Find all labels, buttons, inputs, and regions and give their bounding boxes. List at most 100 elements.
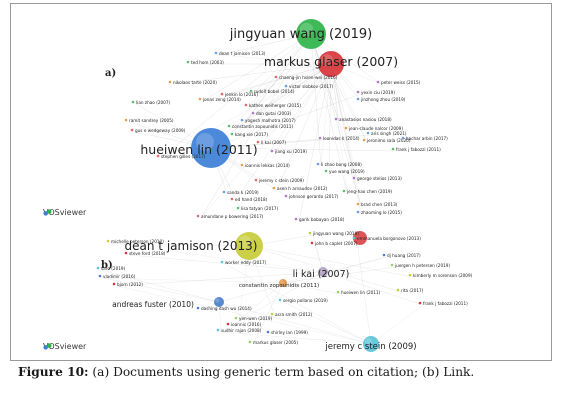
node-label-small: jonas zeng (2014)	[202, 97, 241, 102]
network-node[interactable]: constantin zopounidis (2011)	[239, 279, 319, 289]
network-node[interactable]: lian zhao (2007)	[131, 100, 171, 105]
network-node[interactable]: chaeng-jin hsien-wei (2016)	[274, 75, 338, 80]
network-node[interactable]: zhaoming lo (2015)	[356, 210, 403, 215]
node-label-small: yogesh malhotra (2017)	[245, 118, 296, 123]
network-node[interactable]: michelle peterson (2010)	[106, 239, 165, 244]
node-dot	[390, 263, 394, 267]
network-edge	[218, 301, 222, 333]
network-node[interactable]: asen h arnaudov (2012)	[272, 186, 328, 191]
network-node[interactable]: jiang xu (2019)	[270, 149, 308, 154]
network-node[interactable]: lisa tatyan (2017)	[236, 206, 279, 211]
network-node[interactable]: yue wang (2019)	[324, 169, 365, 174]
network-node[interactable]: steve ford (2018)	[124, 251, 166, 256]
vosviewer-text: VOSviewer	[43, 208, 87, 217]
network-node[interactable]: jeronimo sala (2020)	[362, 138, 411, 143]
network-node[interactable]: nikolaos tarte (2020)	[168, 80, 218, 85]
network-node[interactable]: kimberly m sorenson (2009)	[408, 273, 473, 278]
node-label-large: constantin zopounidis (2011)	[239, 283, 319, 289]
network-node[interactable]: li kai (2007)	[293, 267, 350, 280]
network-node[interactable]: brad chen (2013)	[356, 202, 398, 207]
network-node[interactable]: worker eddy (2017)	[220, 260, 267, 265]
network-node[interactable]: stephen gilles (2017)	[156, 154, 206, 159]
network-node[interactable]: jeremy c stein (2009)	[254, 178, 305, 183]
network-node[interactable]: dan gutai (2003)	[251, 111, 292, 116]
network-node[interactable]: gus e wedgeway (2009)	[130, 128, 186, 133]
node-dot	[382, 253, 386, 257]
network-node[interactable]: li zhao bong (2008)	[316, 162, 362, 167]
network-node[interactable]: hueiwen lin (2011)	[140, 128, 258, 168]
node-label-small: dashing dash wu (2014)	[201, 306, 252, 311]
network-node[interactable]: constantin zopounidis (2011)	[227, 124, 294, 129]
network-node[interactable]: jinzhong zhou (2019)	[356, 97, 406, 102]
network-node[interactable]: frank j fabozzi (2011)	[391, 147, 441, 152]
network-node[interactable]: bjorn (2012)	[112, 282, 144, 287]
network-node[interactable]: ed hand (2018)	[230, 197, 268, 202]
network-node[interactable]: rita (2017)	[396, 288, 424, 293]
network-node[interactable]: markus glaser (2007)	[264, 51, 398, 77]
network-node[interactable]: andreas fuster (2010)	[112, 297, 224, 309]
network-edge	[244, 63, 332, 123]
network-node[interactable]: johnson gerardo (2017)	[284, 194, 339, 199]
network-node[interactable]: amundane p bowering (2017)	[196, 214, 264, 219]
network-node[interactable]: ramit sandrey (2005)	[124, 118, 174, 123]
network-edge	[160, 33, 312, 159]
network-node[interactable]: ioannis (2016)	[226, 322, 262, 327]
network-node[interactable]: sergio pollano (2019)	[278, 298, 328, 303]
network-node[interactable]: kathen weiherger (2015)	[244, 103, 302, 108]
node-label-small: yue wang (2019)	[329, 169, 365, 174]
network-node[interactable]: dean t jamison (2013)	[125, 232, 263, 260]
network-node[interactable]: rudolf bobel (2014)	[249, 89, 295, 94]
network-node[interactable]: kang xie (2017)	[230, 132, 269, 137]
node-label-small: asra smith (2012)	[275, 312, 313, 317]
network-node[interactable]: yen-wen (2019)	[234, 316, 273, 321]
network-node[interactable]: hueiwen lin (2011)	[336, 290, 381, 295]
network-node[interactable]: peter weiss (2015)	[376, 80, 421, 85]
network-node[interactable]: bachar arbin (2017)	[401, 136, 448, 141]
network-node[interactable]: john b caplet (2007)	[310, 241, 358, 246]
network-node[interactable]: sanda k (2019)	[222, 190, 259, 195]
network-node[interactable]: li kai (2007)	[256, 140, 287, 145]
network-node[interactable]: jenkin lo (2016)	[220, 92, 259, 97]
node-dot	[251, 111, 255, 115]
network-node[interactable]: frank j fabozzi (2011)	[418, 301, 468, 306]
node-label-small: stephen gilles (2017)	[161, 154, 206, 159]
network-node[interactable]: ioannis lekkas (2014)	[240, 163, 290, 168]
network-node[interactable]: asra smith (2012)	[270, 312, 313, 317]
network-edge	[220, 331, 372, 345]
network-node[interactable]: jeng-hao chen (2019)	[342, 189, 393, 194]
network-node[interactable]: victor slobkov (2017)	[284, 84, 334, 89]
node-dot	[324, 169, 328, 173]
network-node[interactable]: jingyuan wang (2019)	[308, 231, 360, 236]
network-node[interactable]: vladimir (2016)	[98, 274, 136, 279]
network-node[interactable]: markus glaser (2005)	[248, 340, 299, 345]
network-node[interactable]: jonas zeng (2014)	[198, 97, 241, 102]
network-node[interactable]: aris singh (2021)	[366, 131, 407, 136]
network-edge	[116, 285, 372, 345]
vosviewer-logo: VOSviewer	[43, 342, 86, 351]
network-node[interactable]: leonidas k (2014)	[318, 136, 360, 141]
node-dot	[236, 206, 240, 210]
network-node[interactable]: yogesh malhotra (2017)	[240, 118, 296, 123]
network-node[interactable]: dj huang (2017)	[382, 253, 421, 258]
network-node[interactable]: sudhir rajan (2008)	[216, 328, 262, 333]
node-dot	[401, 136, 405, 140]
network-node[interactable]: george stelios (2013)	[352, 176, 402, 181]
node-label-small: li kai (2007)	[261, 140, 286, 145]
network-node[interactable]: jingyuan wang (2019)	[229, 19, 372, 49]
node-dot	[266, 330, 270, 334]
network-node[interactable]: anastasios nasiou (2018)	[334, 117, 392, 122]
node-label-small: kimberly m sorenson (2009)	[413, 273, 473, 278]
network-node[interactable]: jeremy c stein (2009)	[324, 336, 417, 352]
panel-b-network-graph: dean t jamison (2013) li kai (2007) jeremy…	[96, 231, 473, 352]
network-node[interactable]: juergen h petersen (2019)	[390, 263, 451, 268]
network-edge	[110, 242, 324, 273]
network-node[interactable]: emmanuela borgonovo (2013)	[352, 236, 422, 241]
network-node[interactable]: dashing dash wu (2014)	[196, 306, 252, 311]
network-node[interactable]: ted hom (2003)	[186, 60, 224, 65]
network-node[interactable]: garik babayan (2018)	[294, 217, 345, 222]
network-node[interactable]: dean t jamison (2013)	[214, 51, 266, 56]
network-node[interactable]: jean-claude nalcor (2009)	[344, 126, 404, 131]
network-node[interactable]: yexin ciu (2019)	[356, 90, 396, 95]
network-node[interactable]: saro (2019)	[96, 266, 126, 271]
network-node[interactable]: shirley lan (1999)	[266, 330, 309, 335]
